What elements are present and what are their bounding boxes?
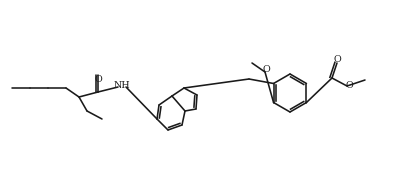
Text: O: O [345, 80, 353, 90]
Text: O: O [262, 64, 270, 74]
Text: O: O [333, 55, 341, 64]
Text: NH: NH [114, 81, 130, 90]
Text: O: O [94, 76, 102, 84]
